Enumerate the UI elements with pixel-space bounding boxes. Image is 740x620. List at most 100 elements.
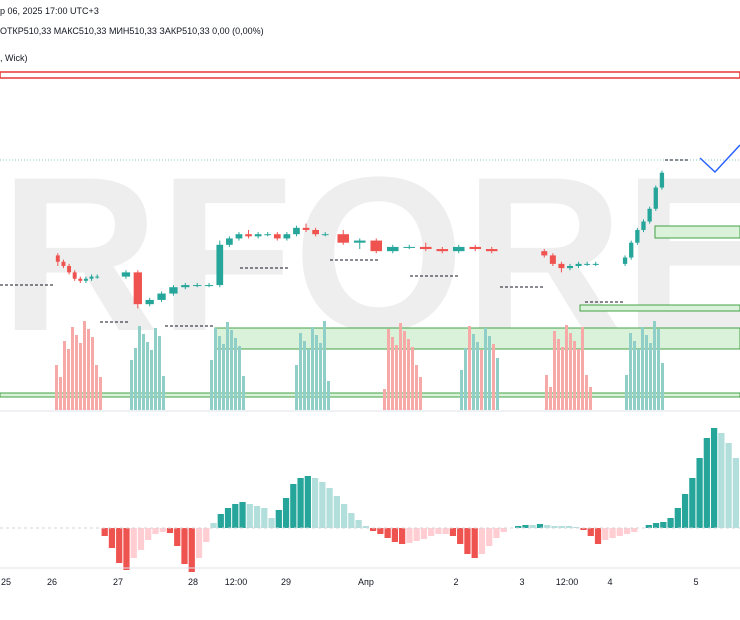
volume-bar — [214, 328, 217, 410]
histogram-bar — [493, 528, 500, 538]
histogram-bar — [195, 528, 203, 558]
forecast-projection — [699, 144, 740, 174]
histogram-bar — [253, 506, 261, 528]
histogram-bar — [406, 528, 413, 543]
small-zone — [579, 304, 740, 312]
candle-body — [337, 234, 350, 243]
volume-bar — [91, 337, 94, 410]
histogram-bar — [261, 508, 268, 528]
volume-bar — [561, 347, 564, 410]
candle-body — [226, 238, 233, 245]
volume-bar — [63, 341, 66, 410]
time-tick-label: 2 — [453, 577, 458, 587]
candle-body — [485, 249, 498, 252]
volume-bar — [222, 344, 225, 410]
candle-body — [145, 299, 154, 305]
candle-body — [622, 257, 628, 264]
histogram-bar — [449, 528, 457, 536]
volume-bar — [242, 376, 245, 410]
histogram-bar — [159, 528, 166, 532]
zones-layer — [0, 71, 740, 398]
histogram-bar — [319, 482, 326, 528]
histogram-bar — [703, 438, 710, 528]
histogram-bar — [391, 528, 399, 542]
volume-bar — [657, 329, 660, 410]
histogram-bar — [674, 508, 681, 528]
candle-body — [436, 249, 449, 252]
volume-bar — [130, 360, 133, 410]
volume-bar — [79, 343, 82, 410]
histogram-bar — [152, 528, 159, 534]
candle-body — [629, 242, 634, 258]
histogram-bar — [377, 528, 384, 534]
candle-body — [78, 278, 83, 281]
histogram-bar — [652, 523, 660, 528]
volume-bar — [407, 339, 410, 410]
volume-bar — [585, 375, 588, 410]
candle-body — [386, 246, 399, 252]
histogram-bar — [203, 528, 210, 542]
histogram-bar — [145, 528, 152, 540]
histogram-bar — [297, 478, 304, 528]
volume-bar — [383, 389, 386, 410]
histogram-bar — [551, 526, 558, 528]
candle-body — [67, 266, 72, 273]
histogram-bar — [464, 528, 471, 554]
candle-body — [321, 234, 329, 236]
histogram-bar — [515, 526, 522, 528]
time-tick-label: 5 — [693, 577, 698, 587]
volume-bar — [234, 338, 237, 410]
histogram-bar — [166, 528, 174, 533]
histogram-bar — [428, 528, 435, 536]
date-readout: р 06, 2025 17:00 UTC+3 — [0, 6, 99, 16]
histogram-bar — [282, 498, 290, 528]
volume-bar — [649, 343, 652, 410]
histogram-bar — [326, 488, 333, 528]
volume-bar — [303, 341, 306, 410]
candle-body — [541, 251, 548, 256]
histogram-bar — [457, 528, 464, 544]
histogram-bar — [478, 528, 486, 554]
time-tick-label: 12:00 — [225, 577, 248, 587]
volume-layer — [55, 321, 664, 410]
histogram-bar — [442, 528, 449, 534]
histogram-bar — [224, 508, 232, 528]
volume-bar — [295, 365, 298, 410]
volume-bar — [415, 365, 418, 410]
candle-body — [575, 263, 582, 266]
histogram-bar — [362, 526, 369, 528]
time-tick-label: 28 — [188, 577, 198, 587]
candle-body — [558, 263, 565, 269]
volume-bar — [557, 339, 560, 410]
candle-body — [55, 255, 60, 262]
volume-bar — [549, 387, 552, 410]
histogram-bar — [580, 528, 587, 530]
volume-bar — [226, 322, 229, 410]
support-zone — [0, 392, 740, 398]
histogram-bar — [268, 518, 275, 528]
histogram-bar — [500, 528, 507, 532]
volume-bar — [99, 377, 102, 410]
histogram-bar — [399, 528, 406, 544]
volume-bar — [653, 321, 656, 410]
histogram-bar — [544, 525, 551, 528]
volume-bar — [154, 328, 157, 410]
histogram-bar — [667, 518, 674, 528]
histogram-bar — [594, 528, 602, 544]
volume-bar — [581, 327, 584, 410]
candle-body — [245, 234, 252, 237]
resistance-band — [0, 71, 740, 79]
volume-bar — [403, 331, 406, 410]
volume-bar — [59, 377, 62, 410]
volume-bar — [464, 348, 467, 410]
candle-body — [419, 246, 432, 250]
volume-bar — [95, 365, 98, 410]
volume-bar — [319, 343, 322, 410]
histogram-bar — [623, 528, 631, 534]
candle-body — [121, 272, 131, 277]
histogram-bar — [536, 524, 544, 528]
candle-body — [273, 234, 281, 239]
volume-bar — [218, 336, 221, 410]
candle-body — [641, 221, 646, 230]
histogram-bar — [558, 526, 565, 528]
